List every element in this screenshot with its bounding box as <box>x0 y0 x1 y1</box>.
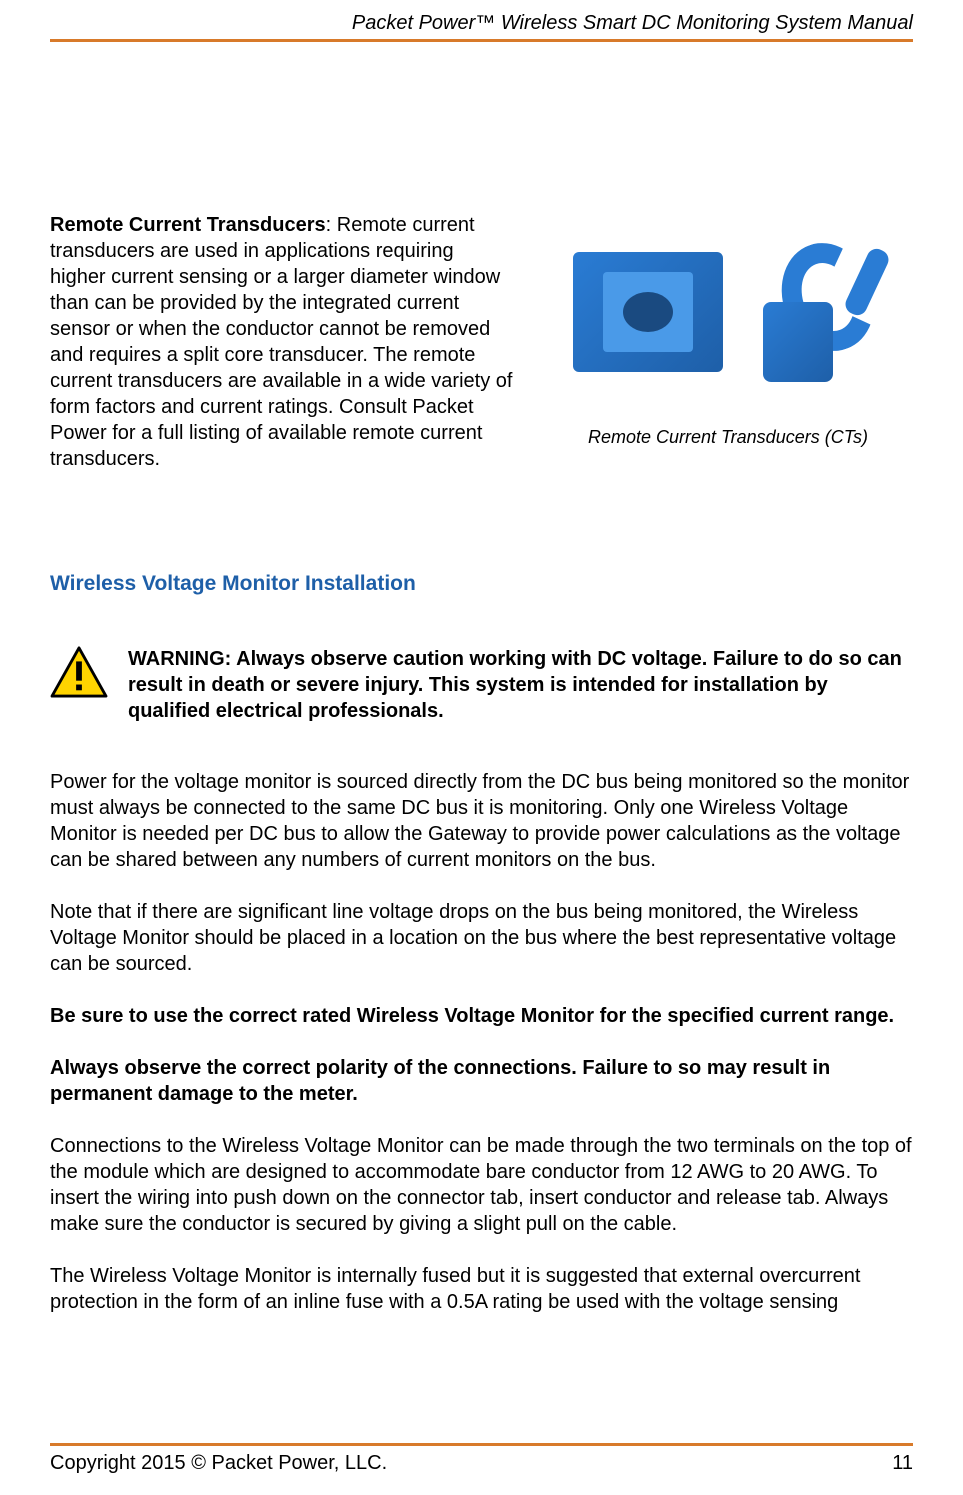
footer-copyright: Copyright 2015 © Packet Power, LLC. <box>50 1452 387 1475</box>
body-paragraph-6: The Wireless Voltage Monitor is internal… <box>50 1263 913 1315</box>
header-divider <box>50 39 913 42</box>
footer-divider <box>50 1443 913 1446</box>
ct-clamp-device-icon <box>743 232 883 392</box>
body-paragraph-5: Connections to the Wireless Voltage Moni… <box>50 1133 913 1237</box>
body-paragraph-3: Be sure to use the correct rated Wireles… <box>50 1003 913 1029</box>
remote-ct-body: : Remote current transducers are used in… <box>50 214 512 470</box>
warning-block: WARNING: Always observe caution working … <box>50 646 913 724</box>
remote-ct-lead: Remote Current Transducers <box>50 214 326 236</box>
footer-page-number: 11 <box>892 1452 913 1475</box>
body-paragraph-4: Always observe the correct polarity of t… <box>50 1055 913 1107</box>
figure-caption: Remote Current Transducers (CTs) <box>588 427 868 448</box>
warning-triangle-icon <box>50 646 108 698</box>
remote-ct-paragraph: Remote Current Transducers: Remote curre… <box>50 212 513 472</box>
voltage-monitor-heading: Wireless Voltage Monitor Installation <box>50 572 913 596</box>
remote-ct-figure: Remote Current Transducers (CTs) <box>543 212 913 472</box>
warning-text: WARNING: Always observe caution working … <box>128 646 913 724</box>
ct-image-icon <box>553 212 903 407</box>
page-header-title: Packet Power™ Wireless Smart DC Monitori… <box>50 12 913 39</box>
page-footer: Copyright 2015 © Packet Power, LLC. 11 <box>50 1452 913 1475</box>
ct-box-device-icon <box>573 252 723 372</box>
body-paragraph-2: Note that if there are significant line … <box>50 899 913 977</box>
body-paragraph-1: Power for the voltage monitor is sourced… <box>50 769 913 873</box>
remote-ct-section: Remote Current Transducers: Remote curre… <box>50 212 913 472</box>
